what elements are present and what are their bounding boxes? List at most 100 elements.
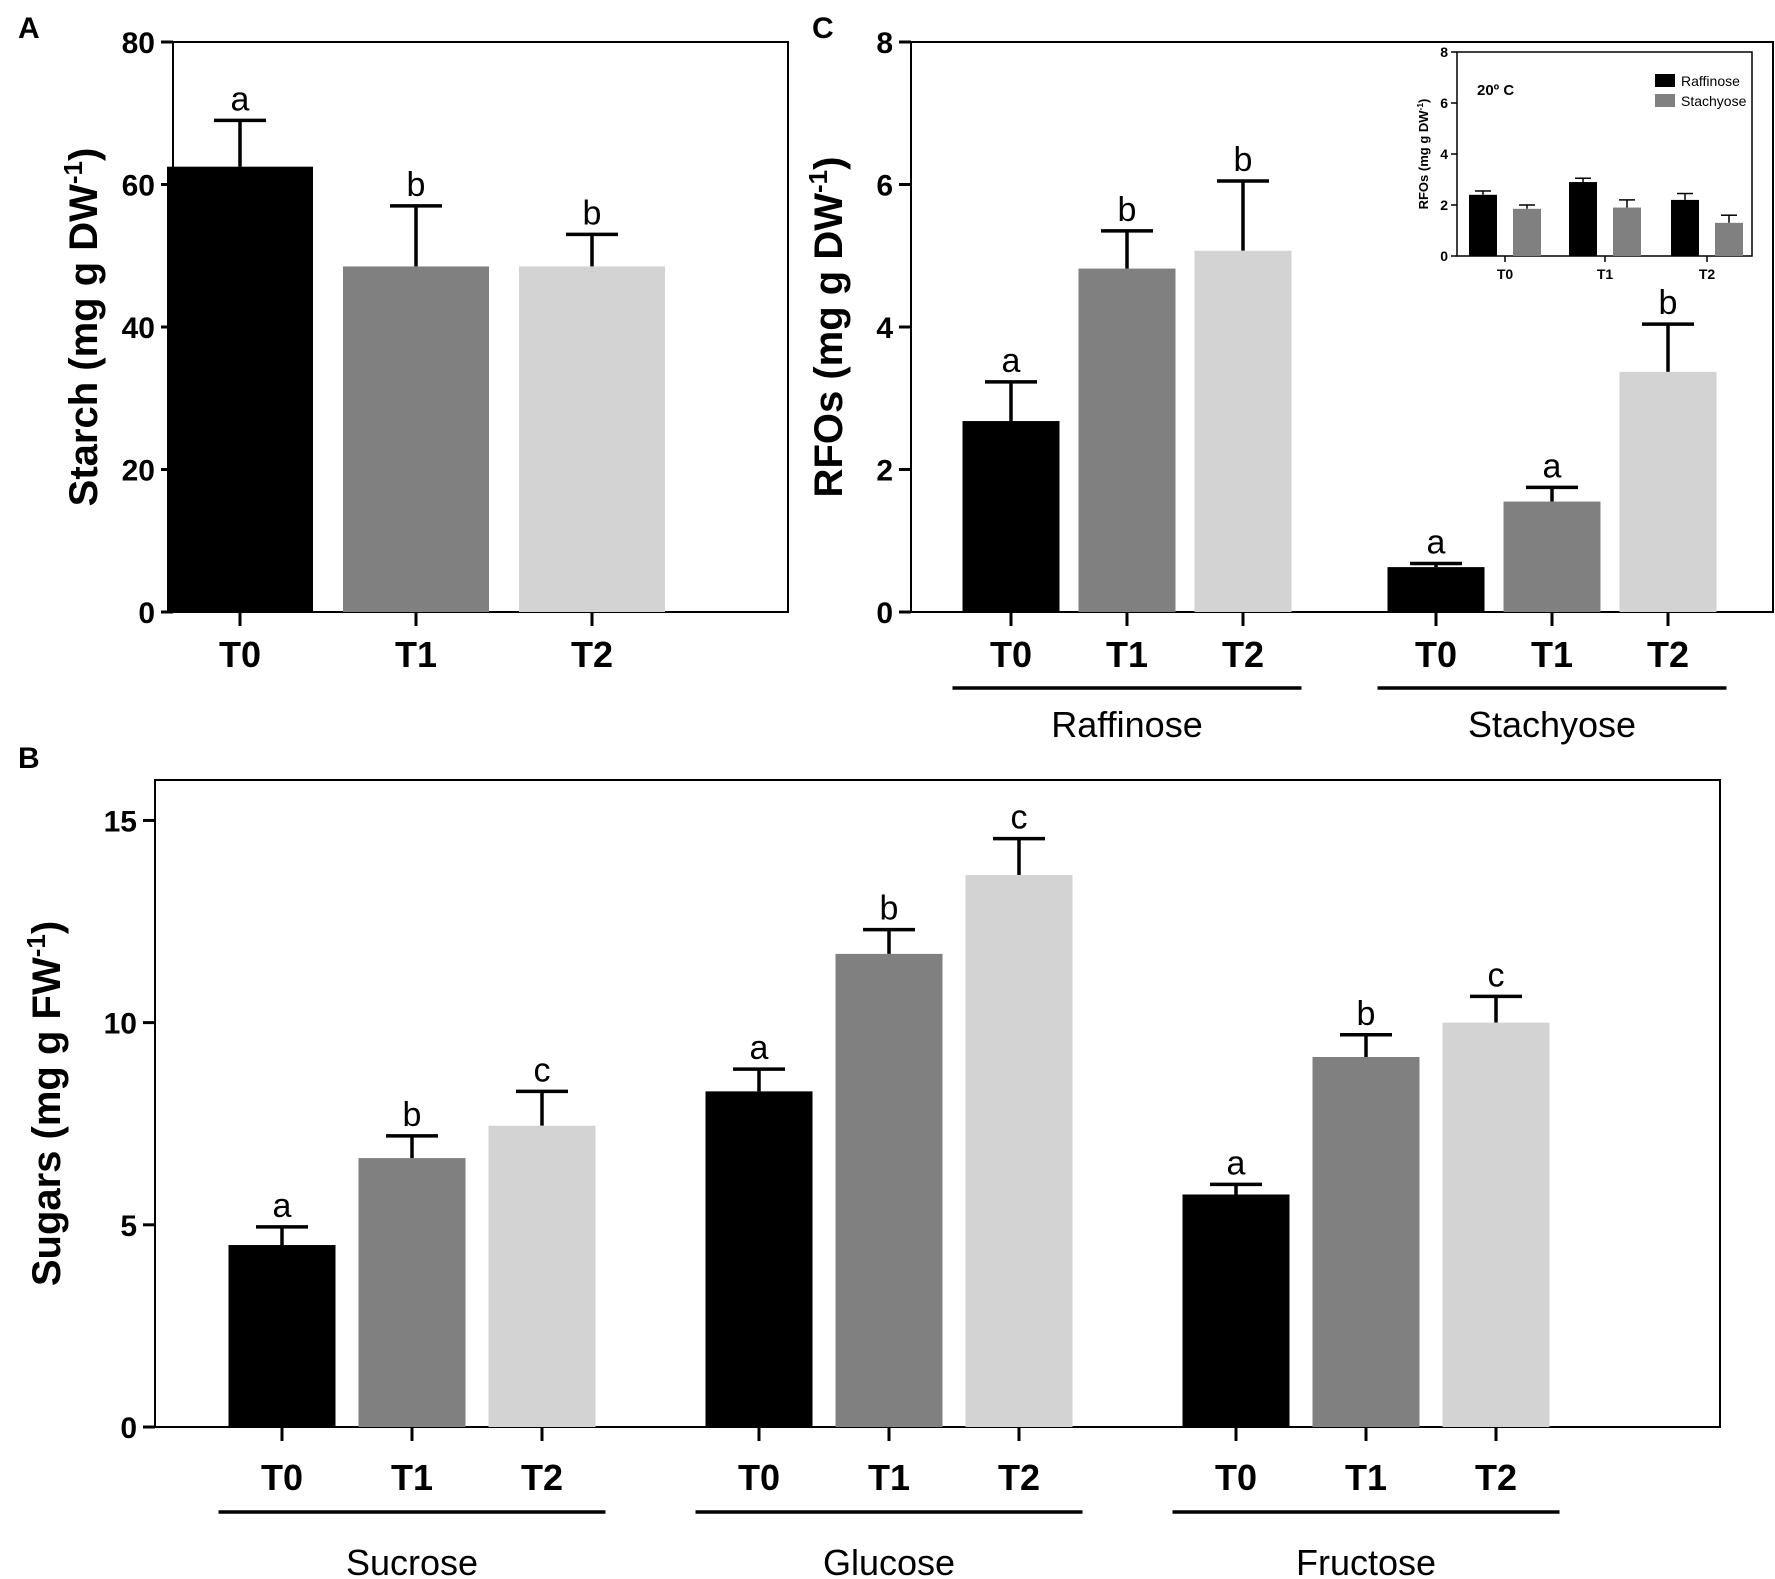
x-tick-label: T1 [395, 634, 437, 675]
chart-b-sugars: 0 5 10 15 Sugars (mg g FW-1) a T0 b T1 c T2 Sucrose… [21, 779, 1721, 1579]
x-tick-label: T0 [738, 1457, 780, 1498]
group-label-raffinose: Raffinose [1051, 704, 1202, 745]
inset-y-tick-label: 4 [1440, 146, 1448, 162]
inset-bar-stachyose-t2 [1715, 222, 1743, 256]
chart-c-rfos: 0 2 4 6 8 RFOs (mg g DW-1) a T0 b T1 b T2 Raffinose a… [803, 27, 1774, 745]
bar-sucrose-t1 [358, 1158, 466, 1427]
x-tick-label: T1 [1106, 634, 1148, 675]
inset-bar-stachyose-t0 [1513, 208, 1541, 256]
y-tick-label: 80 [122, 27, 155, 60]
inset-bar-stachyose-t1 [1613, 207, 1641, 256]
x-tick-label: T0 [219, 634, 261, 675]
significance-letter: a [1002, 342, 1021, 380]
x-tick-label: T2 [1647, 634, 1689, 675]
x-tick-label: T1 [1531, 634, 1573, 675]
group-label-stachyose: Stachyose [1468, 704, 1636, 745]
inset-legend-label-stachyose: Stachyose [1681, 93, 1747, 109]
bar-stachyose-t2 [1619, 371, 1717, 612]
y-axis-label: RFOs (mg g DW-1) [803, 157, 851, 498]
y-tick-label: 0 [876, 597, 893, 630]
x-tick-label: T0 [1415, 634, 1457, 675]
significance-letter: a [231, 80, 250, 118]
significance-letter: b [1357, 995, 1376, 1033]
panel-label-c: C [812, 12, 834, 45]
y-axis-label: Starch (mg g DW-1) [58, 148, 106, 507]
significance-letter: b [1234, 141, 1253, 179]
y-tick-label: 20 [122, 455, 155, 488]
y-tick-label: 0 [120, 1412, 137, 1445]
significance-letter: b [1118, 191, 1137, 229]
y-tick-label: 15 [104, 805, 137, 838]
panel-label-a: A [18, 12, 40, 45]
chart-a-starch: 0 20 40 60 80 Starch (mg g DW-1) a T0 b T1 b T2 [58, 27, 789, 675]
significance-letter: c [1011, 799, 1028, 837]
x-tick-label: T1 [391, 1457, 433, 1498]
bar-stachyose-t0 [1387, 567, 1485, 612]
bar-glucose-t0 [705, 1091, 813, 1427]
y-tick-label: 10 [104, 1008, 137, 1041]
y-tick-label: 0 [138, 597, 155, 630]
significance-letter: c [1488, 956, 1505, 994]
inset-x-tick-label: T2 [1699, 266, 1716, 282]
y-axis-label: Sugars (mg g FW-1) [21, 921, 69, 1286]
inset-x-tick-label: T1 [1597, 266, 1614, 282]
x-tick-label: T2 [1222, 634, 1264, 675]
group-label-glucose: Glucose [823, 1542, 955, 1579]
y-tick-label: 8 [876, 27, 893, 60]
inset-y-tick-label: 0 [1440, 248, 1448, 264]
inset-bar-raffinose-t0 [1469, 194, 1497, 256]
bar-fructose-t0 [1182, 1194, 1290, 1427]
bar-sucrose-t2 [488, 1125, 596, 1427]
x-tick-label: T2 [571, 634, 613, 675]
y-tick-label: 4 [876, 312, 893, 345]
inset-y-tick-label: 6 [1440, 95, 1448, 111]
inset-y-tick-label: 2 [1440, 197, 1448, 213]
bar-raffinose-t2 [1194, 250, 1292, 612]
inset-legend-swatch-stachyose [1655, 94, 1675, 107]
x-tick-label: T0 [1215, 1457, 1257, 1498]
significance-letter: a [1227, 1144, 1246, 1182]
y-tick-label: 60 [122, 170, 155, 203]
group-label-sucrose: Sucrose [346, 1542, 478, 1579]
inset-x-tick-label: T0 [1497, 266, 1514, 282]
bar-sucrose-t0 [228, 1245, 336, 1427]
bar-stachyose-t1 [1503, 501, 1601, 612]
inset-title: 20º C [1477, 82, 1514, 99]
x-tick-label: T1 [1345, 1457, 1387, 1498]
inset-legend-swatch-raffinose [1655, 74, 1675, 87]
significance-letter: a [1427, 524, 1446, 562]
inset-chart-20c: 0 2 4 6 8 RFOs (mg g DW-1) 20º C Raffinose Stach… [1415, 44, 1753, 282]
inset-y-axis-label: RFOs (mg g DW-1) [1415, 99, 1431, 210]
bar-fructose-t1 [1312, 1056, 1420, 1427]
inset-y-tick-label: 8 [1440, 44, 1448, 60]
bar-t1 [343, 266, 489, 612]
bar-fructose-t2 [1442, 1022, 1550, 1427]
inset-bar-raffinose-t1 [1569, 182, 1597, 256]
significance-letter: c [534, 1051, 551, 1089]
group-label-fructose: Fructose [1296, 1542, 1436, 1579]
y-tick-label: 2 [876, 455, 893, 488]
significance-letter: b [583, 194, 602, 232]
x-tick-label: T2 [1475, 1457, 1517, 1498]
significance-letter: a [750, 1029, 769, 1067]
bar-glucose-t1 [835, 953, 943, 1427]
significance-letter: b [403, 1096, 422, 1134]
significance-letter: a [1543, 447, 1562, 485]
bar-glucose-t2 [965, 875, 1073, 1427]
x-tick-label: T0 [261, 1457, 303, 1498]
bar-t0 [167, 166, 313, 612]
inset-bar-raffinose-t2 [1671, 199, 1699, 256]
significance-letter: b [407, 166, 426, 204]
y-tick-label: 5 [120, 1210, 137, 1243]
bar-raffinose-t0 [962, 421, 1060, 612]
bar-raffinose-t1 [1078, 268, 1176, 612]
y-tick-label: 40 [122, 312, 155, 345]
x-tick-label: T1 [868, 1457, 910, 1498]
x-tick-label: T2 [521, 1457, 563, 1498]
significance-letter: b [880, 890, 899, 928]
significance-letter: a [273, 1187, 292, 1225]
x-tick-label: T2 [998, 1457, 1040, 1498]
bar-t2 [519, 266, 665, 612]
inset-legend-label-raffinose: Raffinose [1681, 73, 1740, 89]
